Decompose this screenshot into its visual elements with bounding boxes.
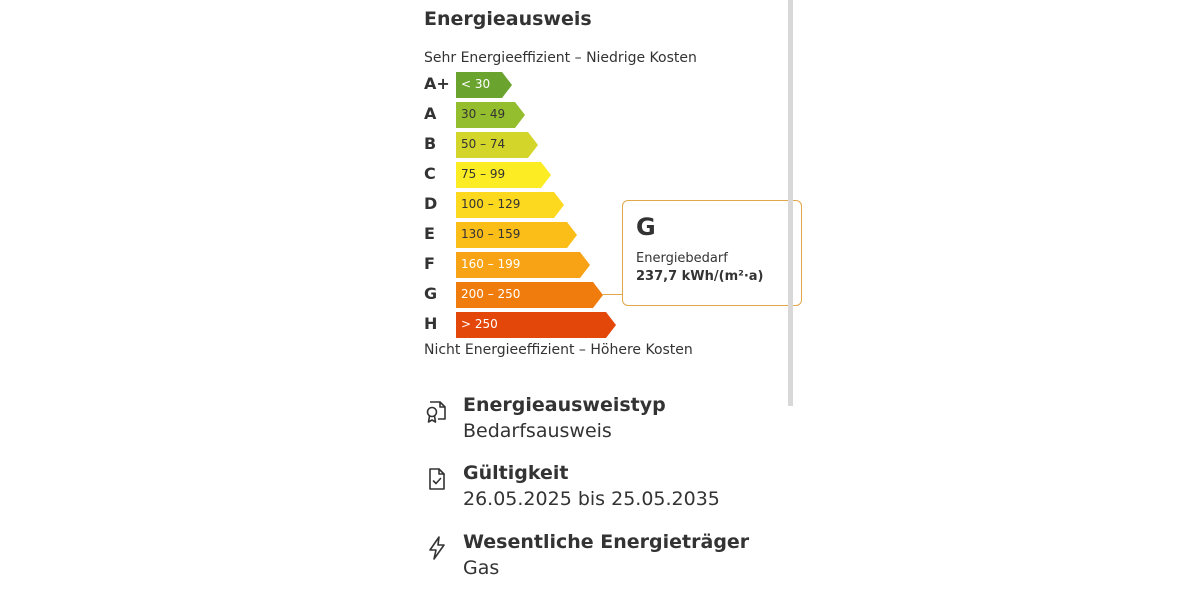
energy-class-range: 200 – 250	[461, 287, 521, 301]
energy-result-card: G Energiebedarf 237,7 kWh/(m²·a)	[622, 200, 802, 306]
energy-class-letter: A+	[424, 74, 450, 93]
result-connector-line	[602, 294, 624, 295]
energy-class-bar: 75 – 99	[456, 162, 551, 188]
scrollbar[interactable]	[788, 0, 793, 406]
energy-class-range: > 250	[461, 317, 498, 331]
energy-class-bar: 50 – 74	[456, 132, 538, 158]
result-energy-class: G	[636, 213, 656, 241]
energy-class-bar: 130 – 159	[456, 222, 577, 248]
energy-class-bar: 30 – 49	[456, 102, 525, 128]
page-title: Energieausweis	[424, 8, 592, 30]
energy-class-bar: > 250	[456, 312, 616, 338]
efficiency-label-top: Sehr Energieeffizient – Niedrige Kosten	[424, 50, 697, 66]
energy-class-range: 160 – 199	[461, 257, 521, 271]
energy-class-letter: D	[424, 194, 438, 213]
result-label: Energiebedarf	[636, 251, 728, 266]
info-value: 26.05.2025 bis 25.05.2035	[463, 488, 720, 510]
energy-class-letter: A	[424, 104, 437, 123]
energy-class-range: 30 – 49	[461, 107, 506, 121]
certificate-icon	[424, 398, 450, 424]
energy-class-range: 50 – 74	[461, 137, 506, 151]
energy-class-bar: 100 – 129	[456, 192, 564, 218]
energy-class-letter: B	[424, 134, 437, 153]
energy-class-bar: 160 – 199	[456, 252, 590, 278]
energy-class-letter: E	[424, 224, 435, 243]
info-value: Gas	[463, 557, 500, 579]
lightning-icon	[424, 535, 450, 561]
energy-class-letter: C	[424, 164, 436, 183]
efficiency-label-bottom: Nicht Energieeffizient – Höhere Kosten	[424, 342, 693, 358]
energy-class-range: 75 – 99	[461, 167, 506, 181]
energy-class-letter: G	[424, 284, 438, 303]
info-title: Wesentliche Energieträger	[463, 531, 750, 553]
info-value: Bedarfsausweis	[463, 420, 612, 442]
energy-class-bar: 200 – 250	[456, 282, 603, 308]
result-value: 237,7 kWh/(m²·a)	[636, 269, 764, 284]
energy-class-bar: < 30	[456, 72, 512, 98]
energy-class-range: < 30	[461, 77, 491, 91]
energy-class-letter: H	[424, 314, 438, 333]
info-title: Gültigkeit	[463, 462, 569, 484]
energy-class-letter: F	[424, 254, 435, 273]
info-title: Energieausweistyp	[463, 394, 666, 416]
energy-class-range: 100 – 129	[461, 197, 521, 211]
document-check-icon	[424, 466, 450, 492]
energy-class-range: 130 – 159	[461, 227, 521, 241]
